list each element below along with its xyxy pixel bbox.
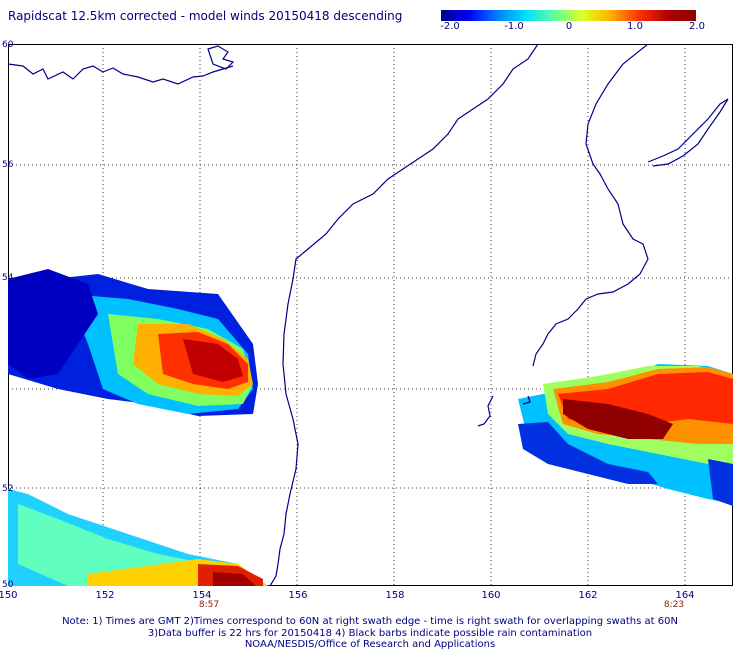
colorbar	[441, 10, 696, 21]
x-tick-label: 162	[578, 590, 598, 601]
swath-west	[8, 269, 258, 416]
notes: Note: 1) Times are GMT 2)Times correspon…	[0, 616, 740, 651]
swath-southwest	[8, 489, 268, 586]
y-tick-label: 52	[2, 484, 14, 494]
colorbar-tick: 1.0	[627, 21, 643, 32]
map-title: Rapidscat 12.5km corrected - model winds…	[8, 9, 403, 23]
colorbar-tick: -2.0	[440, 21, 460, 32]
x-tick-label: 164	[675, 590, 695, 601]
colorbar-tick: 2.0	[689, 21, 705, 32]
note-line-3: NOAA/NESDIS/Office of Research and Appli…	[244, 639, 496, 650]
swath-east	[518, 364, 733, 506]
note-line-1: Note: 1) Times are GMT 2)Times correspon…	[62, 616, 678, 627]
map-canvas	[8, 44, 733, 586]
swath-time-left: 8:57	[198, 600, 220, 610]
y-tick-label: 54	[2, 273, 14, 283]
note-line-2: 3)Data buffer is 22 hrs for 20150418 4) …	[147, 627, 593, 639]
colorbar-tick: -1.0	[504, 21, 524, 32]
y-tick-label: 56	[2, 160, 14, 170]
x-tick-label: 150	[0, 590, 18, 601]
x-tick-label: 156	[288, 590, 308, 601]
x-tick-label: 160	[481, 590, 501, 601]
coastline	[8, 44, 729, 586]
y-tick-label: 60	[2, 40, 14, 50]
colorbar-tick: 0	[565, 21, 573, 32]
x-tick-label: 158	[385, 590, 405, 601]
swath-time-right: 8:23	[663, 600, 685, 610]
x-tick-label: 152	[95, 590, 115, 601]
y-tick-label: 50	[2, 580, 14, 590]
x-tick-label: 154	[192, 590, 212, 601]
